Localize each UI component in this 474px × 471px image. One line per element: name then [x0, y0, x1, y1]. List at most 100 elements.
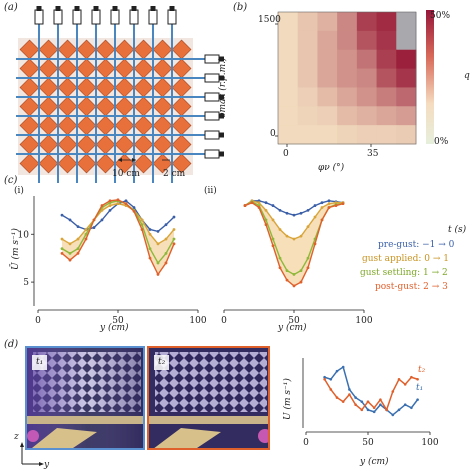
chart-c-point — [278, 208, 282, 212]
chart-c-point — [327, 206, 331, 209]
fan-diamond — [114, 96, 135, 117]
chart-c-series-line — [61, 200, 175, 265]
heatmap-cell — [278, 30, 299, 51]
chart-c-point — [341, 202, 345, 206]
chart-c-point — [327, 206, 331, 209]
top-motor-cap — [74, 6, 80, 11]
heatmap-cell — [337, 87, 358, 107]
chart-c-point — [132, 209, 136, 213]
side-motor — [204, 92, 220, 102]
chart-c-point — [148, 232, 152, 236]
chart-c-point — [116, 202, 120, 206]
scale-2cm-label: 2 cm — [163, 169, 186, 179]
chart-c-series-line — [61, 202, 175, 245]
chart-c-point — [341, 202, 345, 206]
chart-c-point — [264, 218, 268, 222]
top-motor — [110, 9, 120, 25]
chart-c-point — [292, 284, 296, 288]
chart-c-point — [100, 204, 104, 207]
heatmap-cell — [356, 30, 378, 51]
heatmap-cell — [356, 87, 378, 107]
heatmap-cell — [317, 125, 338, 145]
chart-c-point — [164, 251, 168, 255]
chart-c-ylabel: Ū (m s⁻¹) — [11, 228, 21, 270]
fan-diamond — [76, 77, 97, 98]
chart-c-band — [62, 199, 174, 275]
chart-c-point — [299, 280, 303, 284]
fan-diamond — [57, 134, 78, 155]
fan-diamond — [171, 39, 192, 60]
heatmap-cell — [376, 49, 397, 70]
chart-d-point — [391, 390, 395, 393]
chart-c-point — [292, 237, 296, 241]
fan-diamond — [114, 77, 135, 98]
chart-d-point — [397, 408, 401, 412]
fan-diamond — [19, 96, 40, 117]
heatmap-cell — [297, 12, 318, 32]
fan-diamond — [171, 134, 192, 155]
chart-c-point — [271, 218, 275, 222]
heatmap-ytick-0: 0 — [270, 129, 276, 139]
chart-c-point — [124, 202, 128, 206]
fan-diamond — [76, 134, 97, 155]
heatmap-cell — [297, 30, 318, 51]
subplot-i-label: (i) — [14, 186, 24, 196]
chart-c-series-line — [244, 200, 343, 240]
chart-d-xtick-label: 0 — [303, 438, 309, 448]
photo-t2: t₂ — [147, 346, 270, 450]
chart-c-point — [243, 204, 247, 207]
fan-diamond — [76, 58, 97, 79]
fan-diamond — [38, 58, 59, 79]
chart-c-point — [140, 223, 144, 227]
axis-y-label: y — [44, 460, 50, 470]
chart-c-point — [156, 261, 160, 265]
chart-c-point — [292, 273, 296, 276]
chart-c-point — [124, 202, 128, 206]
chart-c-band — [245, 200, 343, 286]
chart-c-point — [156, 273, 160, 276]
heatmap-cell — [317, 49, 338, 70]
chart-c-point — [124, 204, 128, 207]
heatmap-xlabel: φν (°) — [318, 163, 345, 173]
heatmap-cell — [376, 30, 397, 51]
top-motor — [91, 9, 101, 25]
chart-c-point — [320, 218, 324, 222]
fan-diamond — [171, 77, 192, 98]
chart-c-point — [285, 278, 289, 282]
heatmap-ylabel: υmax (r.p.m.) — [218, 57, 228, 118]
fan-diamond — [95, 115, 116, 136]
axis-arrows — [20, 442, 44, 466]
chart-c-point — [140, 218, 144, 222]
chart-d-point — [403, 403, 407, 407]
chart-d-point — [354, 403, 357, 407]
heatmap-cell — [376, 12, 397, 32]
chart-c-point — [92, 226, 96, 229]
fan-diamond — [19, 115, 40, 136]
side-motor — [204, 130, 220, 140]
chart-c-point — [108, 201, 112, 205]
chart-d-point — [354, 396, 357, 399]
fan-diamond — [114, 58, 135, 79]
chart-d-point — [360, 400, 364, 403]
heatmap-xtick-35: 35 — [367, 149, 379, 159]
top-motor-cap — [55, 6, 61, 11]
fan-diamond — [152, 58, 173, 79]
heatmap-cell — [396, 106, 417, 126]
chart-c-point — [92, 218, 96, 222]
panel-b-letter: (b) — [233, 2, 248, 13]
chart-d-point — [410, 406, 413, 410]
legend-gust-settling: gust settling: 1 → 2 — [360, 268, 448, 278]
side-motor — [204, 149, 220, 159]
chart-d-xtick-label: 50 — [362, 438, 374, 448]
heatmap-cell — [278, 49, 299, 70]
chart-c-point — [84, 228, 88, 231]
chart-c-xtick-label: 0 — [35, 316, 41, 326]
side-motor-cap — [219, 151, 224, 157]
chart-c-point — [306, 208, 310, 212]
chart-c-point — [299, 269, 303, 273]
chart-c-point — [76, 247, 80, 251]
heatmap-cell — [337, 30, 358, 51]
heatmap-cell — [356, 125, 378, 145]
fan-diamond — [114, 134, 135, 155]
chart-c-point — [60, 237, 64, 241]
